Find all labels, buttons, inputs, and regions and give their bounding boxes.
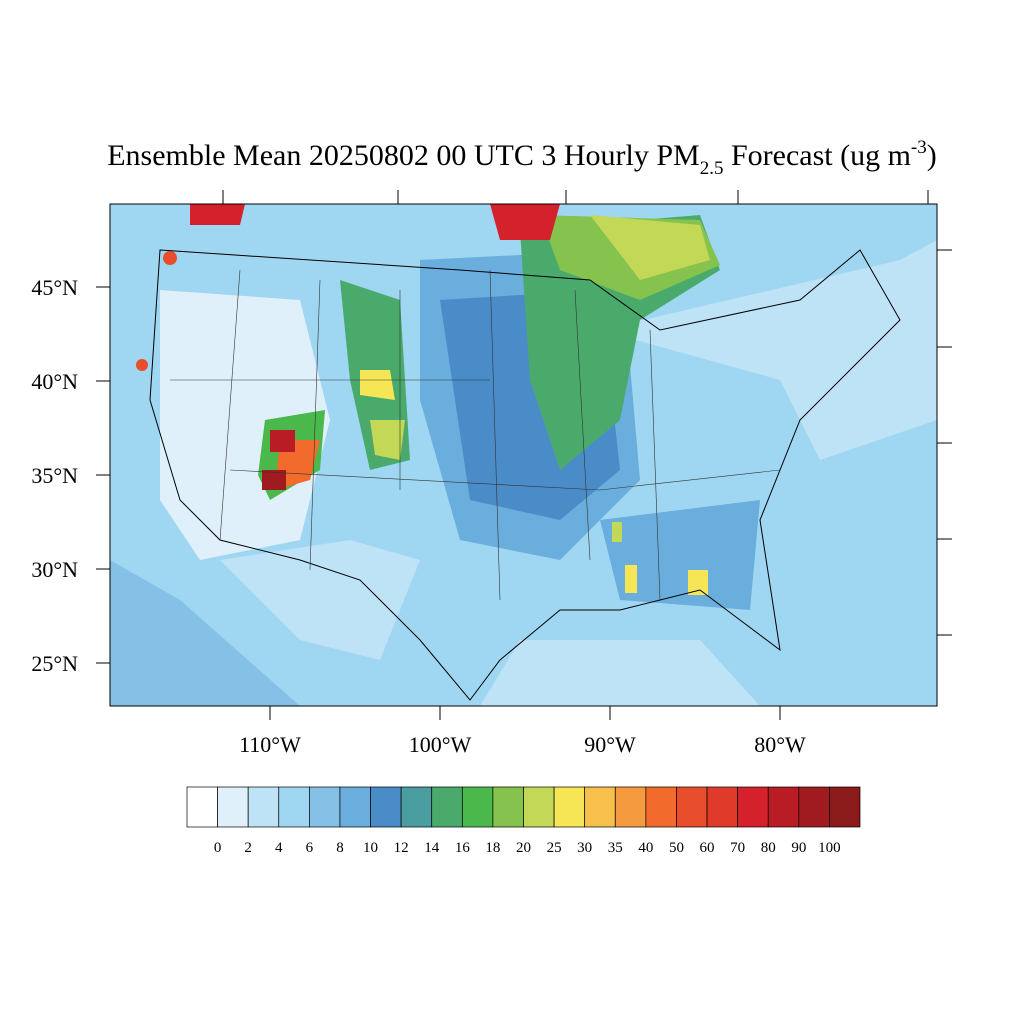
lat-label: 25°N [31,651,78,676]
title-sup: -3 [911,137,927,158]
colorbar-label: 16 [455,840,471,856]
colorbar-label: 100 [818,840,841,856]
colorbar-box [339,786,371,828]
colorbar-label: 4 [275,840,283,856]
colorbar-box [186,786,218,828]
lat-label: 35°N [31,463,78,488]
lon-label: 90°W [584,732,636,757]
colorbar-label: 80 [761,840,776,856]
colorbar-box [676,786,708,828]
colorbar-label: 50 [669,840,684,856]
colorbar-label: 35 [608,840,623,856]
lat-label: 30°N [31,557,78,582]
colorbar-box [737,786,769,828]
colorbar-box [645,786,677,828]
colorbar-box [461,786,494,828]
colorbar-box [706,786,738,828]
colorbar-label: 40 [638,840,653,856]
colorbar-label: 12 [394,840,409,856]
colorbar-label: 10 [363,840,378,856]
map-title: Ensemble Mean 20250802 00 UTC 3 Hourly P… [107,137,937,179]
colorbar-label: 60 [700,840,715,856]
title-end: ) [927,139,937,172]
colorbar-label: 18 [485,840,500,856]
title-sub: 2.5 [700,158,724,179]
colorbar-box [523,786,555,828]
colorbar-box [370,786,402,828]
colorbar-box [492,786,524,828]
lon-label: 100°W [409,732,472,757]
title-after: Forecast (ug m [723,139,910,172]
colorbar-box [798,786,830,828]
colorbar-label: 14 [424,840,440,856]
colorbar-box [400,786,433,828]
colorbar-box [553,786,586,828]
colorbar-box [247,786,280,828]
colorbar-label: 20 [516,840,531,856]
map-field [110,204,937,706]
colorbar-box [829,786,861,828]
colorbar-box [767,786,800,828]
colorbar-label: 90 [791,840,806,856]
lat-label: 40°N [31,369,78,394]
colorbar-label: 2 [244,840,252,856]
colorbar-label: 70 [730,840,745,856]
lat-label: 45°N [31,275,78,300]
frame-ticks [222,190,952,636]
colorbar-box [217,786,249,828]
colorbar-label: 25 [547,840,562,856]
map-frame [109,203,938,707]
colorbar-label: 8 [336,840,344,856]
colorbar-box [584,786,616,828]
lon-label: 80°W [754,732,806,757]
colorbar-box [614,786,647,828]
colorbar-label: 0 [214,840,222,856]
colorbar-box [278,786,310,828]
colorbar-label: 6 [306,840,314,856]
title-main: Ensemble Mean 20250802 00 UTC 3 Hourly P… [107,139,699,172]
lon-label: 110°W [239,732,301,757]
colorbar-box [309,786,341,828]
colorbar-box [431,786,463,828]
colorbar-label: 30 [577,840,592,856]
